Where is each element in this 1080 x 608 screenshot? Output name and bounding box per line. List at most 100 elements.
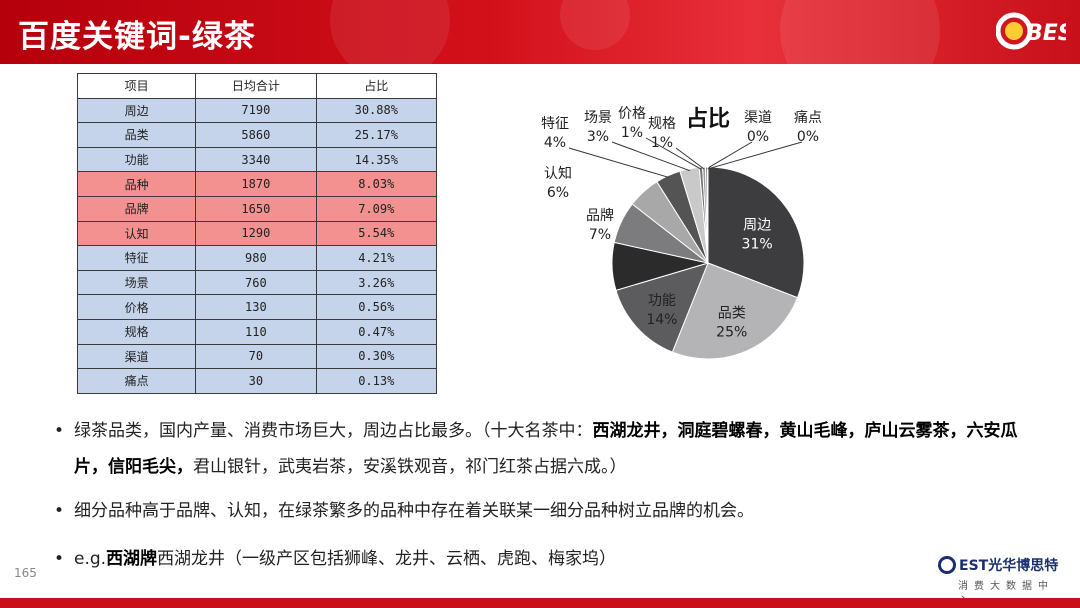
best-logo: BEST [996, 8, 1066, 54]
slice-category-label: 规格 [648, 116, 676, 132]
slice-category-label: 品种 [574, 256, 602, 272]
logo-ring-icon [938, 556, 956, 574]
table-cell-item: 品牌 [76, 195, 197, 222]
chart-title: 占比 [686, 107, 730, 132]
leader-line [706, 141, 753, 170]
bullet-text: 西湖龙井（一级产区包括狮峰、龙井、云栖、虎跑、梅家坞） [157, 549, 617, 569]
table-cell-daily: 1870 [195, 171, 317, 197]
bullet-dot: • [54, 421, 65, 441]
table-cell-share: 4.21% [315, 245, 438, 271]
table-cell-item: 价格 [76, 294, 197, 320]
table-row: 价格 130 0.56% [76, 294, 438, 320]
pie-chart: 周边 31% 品类 25% 功能 14% 品种 8% 品牌 7% 认知 6% 特征 4% 场景 3% 价格 1% 规… [500, 70, 870, 400]
slice-category-label: 痛点 [794, 109, 822, 126]
table-cell-daily: 1650 [195, 195, 317, 222]
bullet-text: e.g. [74, 549, 107, 569]
pie-slice [671, 262, 799, 360]
brand-name: EST光华博思特 [959, 558, 1059, 574]
table-cell-daily: 70 [195, 343, 317, 370]
bullet-dot: • [54, 549, 65, 569]
slice-value-label: 6% [547, 185, 569, 201]
leader-line [611, 141, 691, 172]
table-cell-item: 品类 [76, 122, 197, 148]
slice-value-label: 7% [589, 227, 611, 243]
table-cell-share: 5.54% [315, 220, 438, 247]
table-cell-item: 特征 [76, 245, 197, 271]
table-cell-item: 痛点 [76, 368, 197, 394]
table-cell-item: 周边 [76, 97, 197, 124]
table-cell-item: 品种 [76, 171, 197, 197]
table-row: 渠道 70 0.30% [76, 343, 438, 370]
slice-value-label: 1% [621, 125, 643, 141]
table-cell-share: 7.09% [315, 195, 438, 222]
slice-category-label: 价格 [618, 106, 646, 122]
table-row: 痛点 30 0.13% [76, 368, 438, 394]
slice-value-label: 0% [747, 129, 769, 145]
table-cell-daily: 7190 [195, 97, 317, 124]
leader-line [568, 147, 670, 178]
bullet-item: • e.g.西湖牌西湖龙井（一级产区包括狮峰、龙井、云栖、虎跑、梅家坞） [50, 541, 1050, 577]
slice-value-label: 0% [797, 129, 819, 145]
table-cell-daily: 110 [195, 318, 317, 345]
page-number: 165 [14, 566, 37, 580]
page-title: 百度关键词-绿茶 [18, 19, 256, 55]
slice-value-label: 14% [646, 312, 677, 328]
table-row: 场景 760 3.26% [76, 269, 438, 296]
table-cell-daily: 1290 [195, 220, 317, 247]
data-table: 项目 日均合计 占比 周边 7190 30.88% 品类 5860 25.17% 功能 334… [76, 73, 438, 394]
table-row: 特征 980 4.21% [76, 245, 438, 271]
table-cell-item: 规格 [76, 318, 197, 345]
table-cell-share: 0.30% [315, 343, 438, 370]
slice-category-label: 周边 [743, 217, 771, 233]
pie-slice [706, 166, 709, 264]
table-cell-share: 14.35% [315, 146, 438, 173]
table-row: 规格 110 0.47% [76, 318, 438, 345]
table-cell-share: 8.03% [315, 171, 438, 197]
table-cell-daily: 30 [195, 368, 317, 394]
table-row: 周边 7190 30.88% [76, 97, 438, 124]
bullet-bold-text: 西湖龙井，洞庭碧螺春，黄山毛峰，庐山云雾茶，六安瓜片，信阳毛尖， [74, 421, 1018, 477]
header-bar: 百度关键词-绿茶 BEST [0, 0, 1080, 64]
slice-category-label: 特征 [541, 116, 569, 132]
table-cell-share: 30.88% [315, 97, 438, 124]
bullet-text: 绿茶品类，国内产量、消费市场巨大，周边占比最多。（十大名茶中： [74, 421, 593, 441]
pie-slice [615, 262, 709, 353]
slice-category-label: 品类 [718, 306, 746, 322]
table-cell-item: 渠道 [76, 343, 197, 370]
table-row: 品类 5860 25.17% [76, 122, 438, 148]
table-cell-share: 0.13% [315, 368, 438, 394]
column-header: 占比 [315, 73, 438, 99]
leader-line [645, 137, 702, 170]
bullet-text: 细分品种高于品牌、认知，在绿茶繁多的品种中存在着关联某一细分品种树立品牌的机会。 [74, 501, 754, 521]
table-cell-share: 0.47% [315, 318, 438, 345]
slice-value-label: 25% [716, 325, 747, 341]
leader-line [675, 147, 705, 170]
slice-category-label: 场景 [584, 110, 612, 126]
table-cell-share: 3.26% [315, 269, 438, 296]
leader-line [707, 141, 803, 170]
slice-category-label: 功能 [648, 293, 676, 309]
slice-value-label: 1% [651, 135, 673, 151]
column-header: 项目 [76, 73, 197, 99]
table-cell-item: 场景 [76, 269, 197, 296]
bullet-dot: • [54, 501, 65, 521]
column-header: 日均合计 [195, 73, 317, 99]
svg-text:BEST: BEST [1026, 21, 1066, 46]
slice-value-label: 8% [577, 275, 599, 291]
slice-category-label: 渠道 [744, 110, 772, 126]
table-cell-share: 0.56% [315, 294, 438, 320]
slice-category-label: 认知 [544, 165, 572, 182]
table-row: 认知 1290 5.54% [76, 220, 438, 247]
bullet-list: • 绿茶品类，国内产量、消费市场巨大，周边占比最多。（十大名茶中：西湖龙井，洞庭… [50, 413, 1050, 577]
table-cell-daily: 980 [195, 245, 317, 271]
table-row: 品种 1870 8.03% [76, 171, 438, 197]
footer-bar [0, 598, 1080, 608]
bullet-bold-text: 西湖牌 [106, 549, 158, 569]
table-cell-share: 25.17% [315, 122, 438, 148]
table-cell-daily: 130 [195, 294, 317, 320]
slice-value-label: 3% [587, 129, 609, 145]
pie-slice [707, 166, 805, 299]
slice-value-label: 4% [544, 135, 566, 151]
table-cell-daily: 5860 [195, 122, 317, 148]
table-cell-item: 认知 [76, 220, 197, 247]
